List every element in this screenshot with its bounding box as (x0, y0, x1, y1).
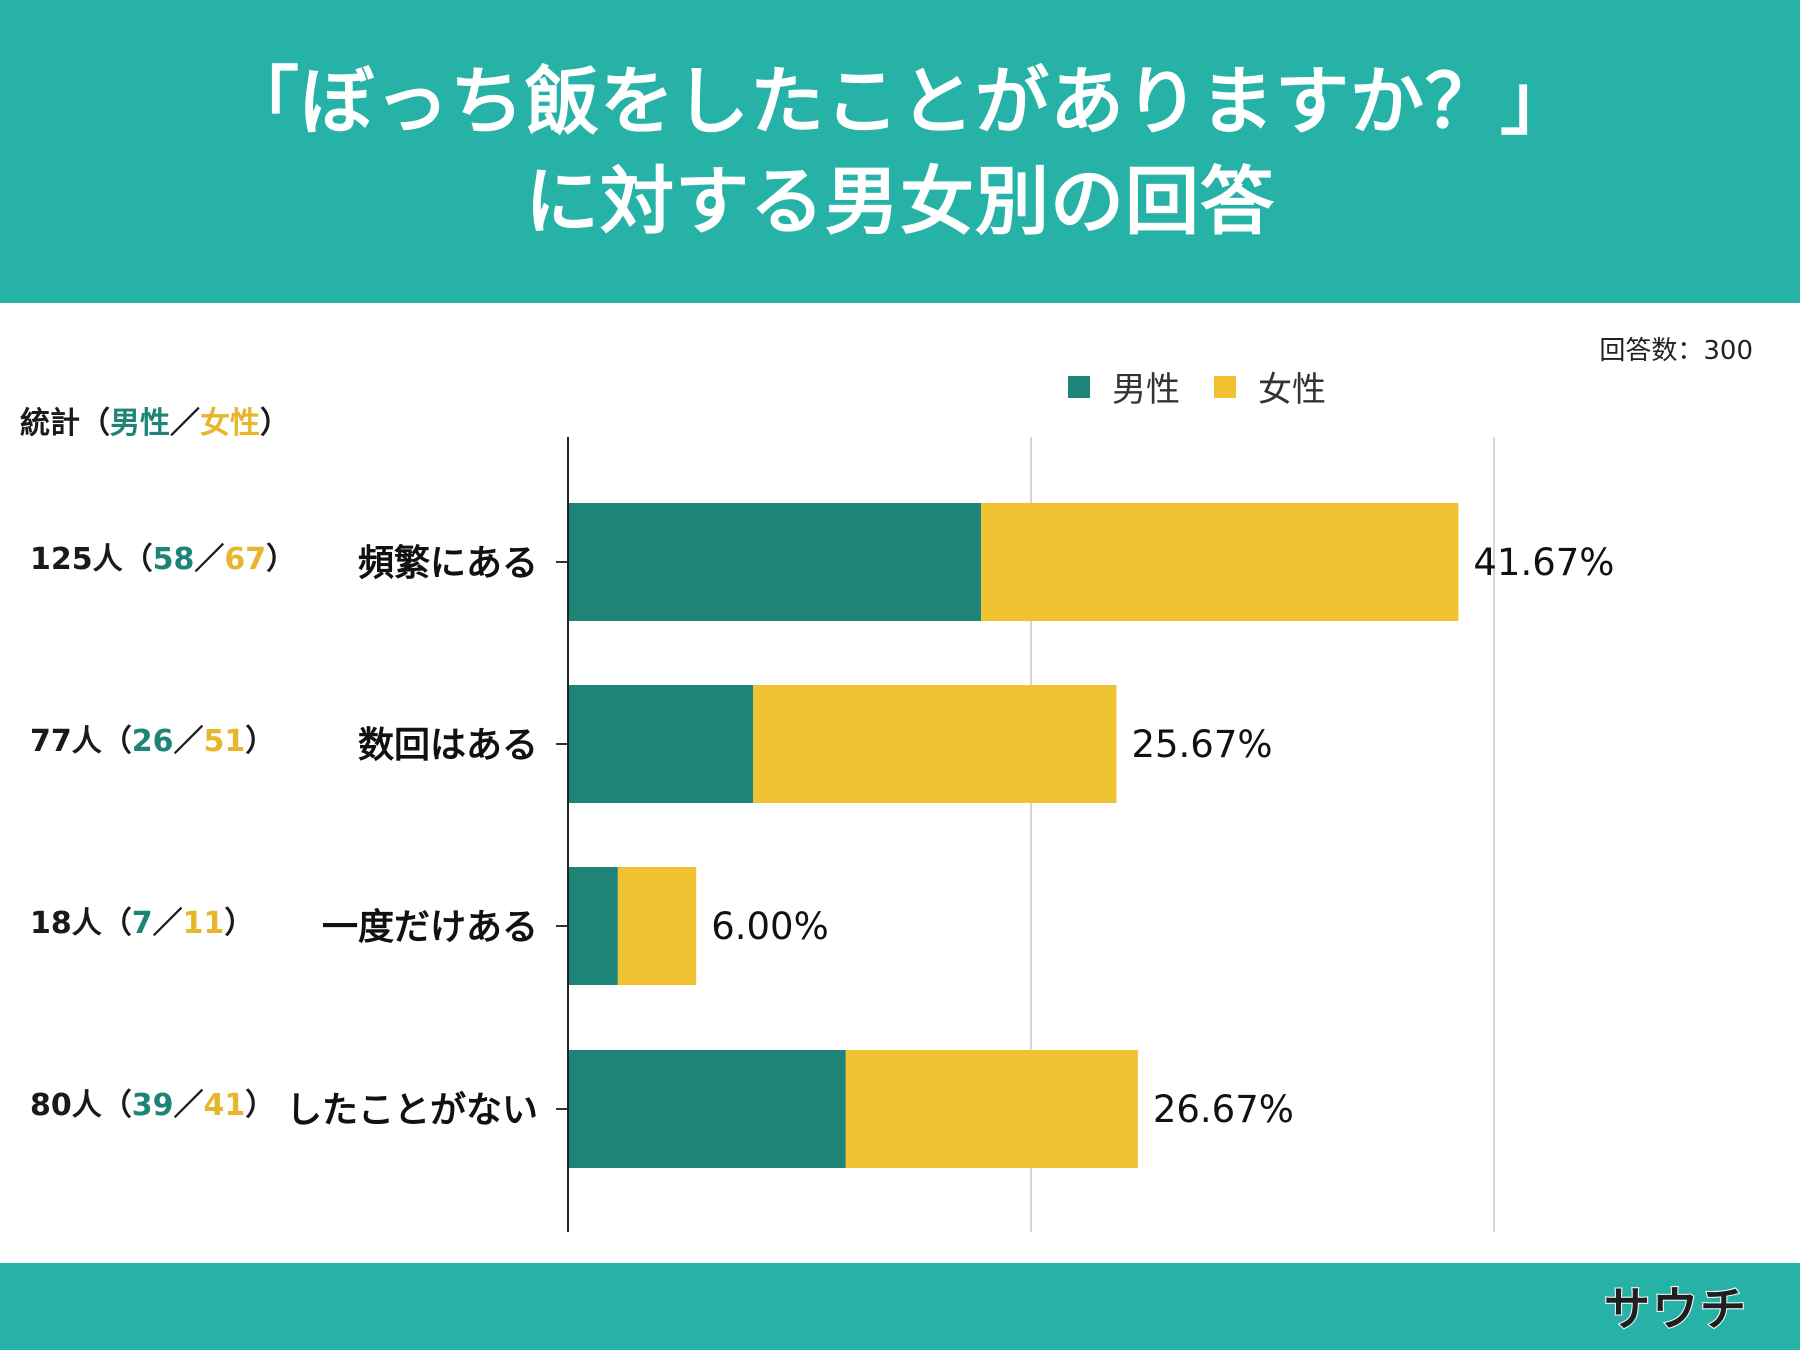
legend-swatch-female (1214, 375, 1236, 398)
stats-heading-male: 男性 (110, 406, 170, 441)
stats-total: 77人（ (30, 724, 132, 759)
legend-label-male: 男性 (1112, 370, 1180, 410)
bar-male (568, 503, 982, 621)
stats-sep: ／ (152, 906, 183, 941)
stats-heading-suffix: ） (260, 406, 290, 441)
respondent-count: 回答数：300 (1599, 336, 1753, 366)
stats-female: 51 (203, 724, 246, 759)
brand-logo: サウチ (1603, 1281, 1748, 1337)
stats-close: ） (245, 1088, 276, 1123)
stats-male: 39 (131, 1088, 174, 1123)
stats-female: 11 (182, 906, 225, 941)
bar-male (568, 1050, 846, 1168)
stats-total: 125人（ (30, 542, 153, 577)
bar-male (568, 685, 754, 803)
stats-heading-female: 女性 (200, 406, 260, 441)
legend-label-female: 女性 (1258, 370, 1326, 410)
chart-legend: 男性 女性 (1068, 362, 1360, 411)
value-label: 25.67% (1131, 723, 1272, 766)
bar-female (753, 685, 1117, 803)
bar-male (568, 867, 618, 985)
stats-row: 77人（26／51） (30, 722, 275, 762)
legend-item-male: 男性 (1068, 362, 1180, 411)
stats-heading-sep: ／ (170, 406, 200, 441)
category-label: 頻繁にある (358, 543, 538, 584)
stats-row: 18人（7／11） (30, 904, 254, 944)
stats-row: 125人（58／67） (30, 540, 296, 580)
stats-total: 18人（ (30, 906, 132, 941)
stats-male: 26 (131, 724, 174, 759)
value-label: 6.00% (711, 905, 829, 948)
stats-close: ） (224, 906, 255, 941)
bar-female (981, 503, 1459, 621)
category-label: 数回はある (358, 725, 538, 766)
stats-row: 80人（39／41） (30, 1086, 275, 1126)
title-banner: 「ぼっち飯をしたことがありますか？」 に対する男女別の回答 (0, 0, 1800, 303)
stats-sep: ／ (173, 724, 204, 759)
category-label: したことがない (286, 1090, 538, 1131)
stats-close: ） (245, 724, 276, 759)
value-label: 41.67% (1473, 541, 1614, 584)
legend-item-female: 女性 (1214, 362, 1326, 411)
stats-female: 67 (224, 542, 267, 577)
stats-total: 80人（ (30, 1088, 132, 1123)
value-label: 26.67% (1153, 1088, 1294, 1131)
title-line-2: に対する男女別の回答 (525, 158, 1275, 245)
category-label: 一度だけある (322, 907, 538, 948)
stats-male: 7 (131, 906, 153, 941)
title-line-1: 「ぼっち飯をしたことがありますか？」 (225, 58, 1575, 145)
stats-sep: ／ (194, 542, 225, 577)
bar-female (617, 867, 697, 985)
stats-sep: ／ (173, 1088, 204, 1123)
stats-heading: 統計（男性／女性） (20, 398, 290, 442)
stats-close: ） (266, 542, 297, 577)
footer-banner: サウチ (0, 1263, 1800, 1350)
bar-female (845, 1050, 1138, 1168)
stats-heading-prefix: 統計（ (20, 406, 110, 441)
legend-swatch-male (1068, 375, 1090, 398)
stats-male: 58 (152, 542, 195, 577)
stats-female: 41 (203, 1088, 246, 1123)
